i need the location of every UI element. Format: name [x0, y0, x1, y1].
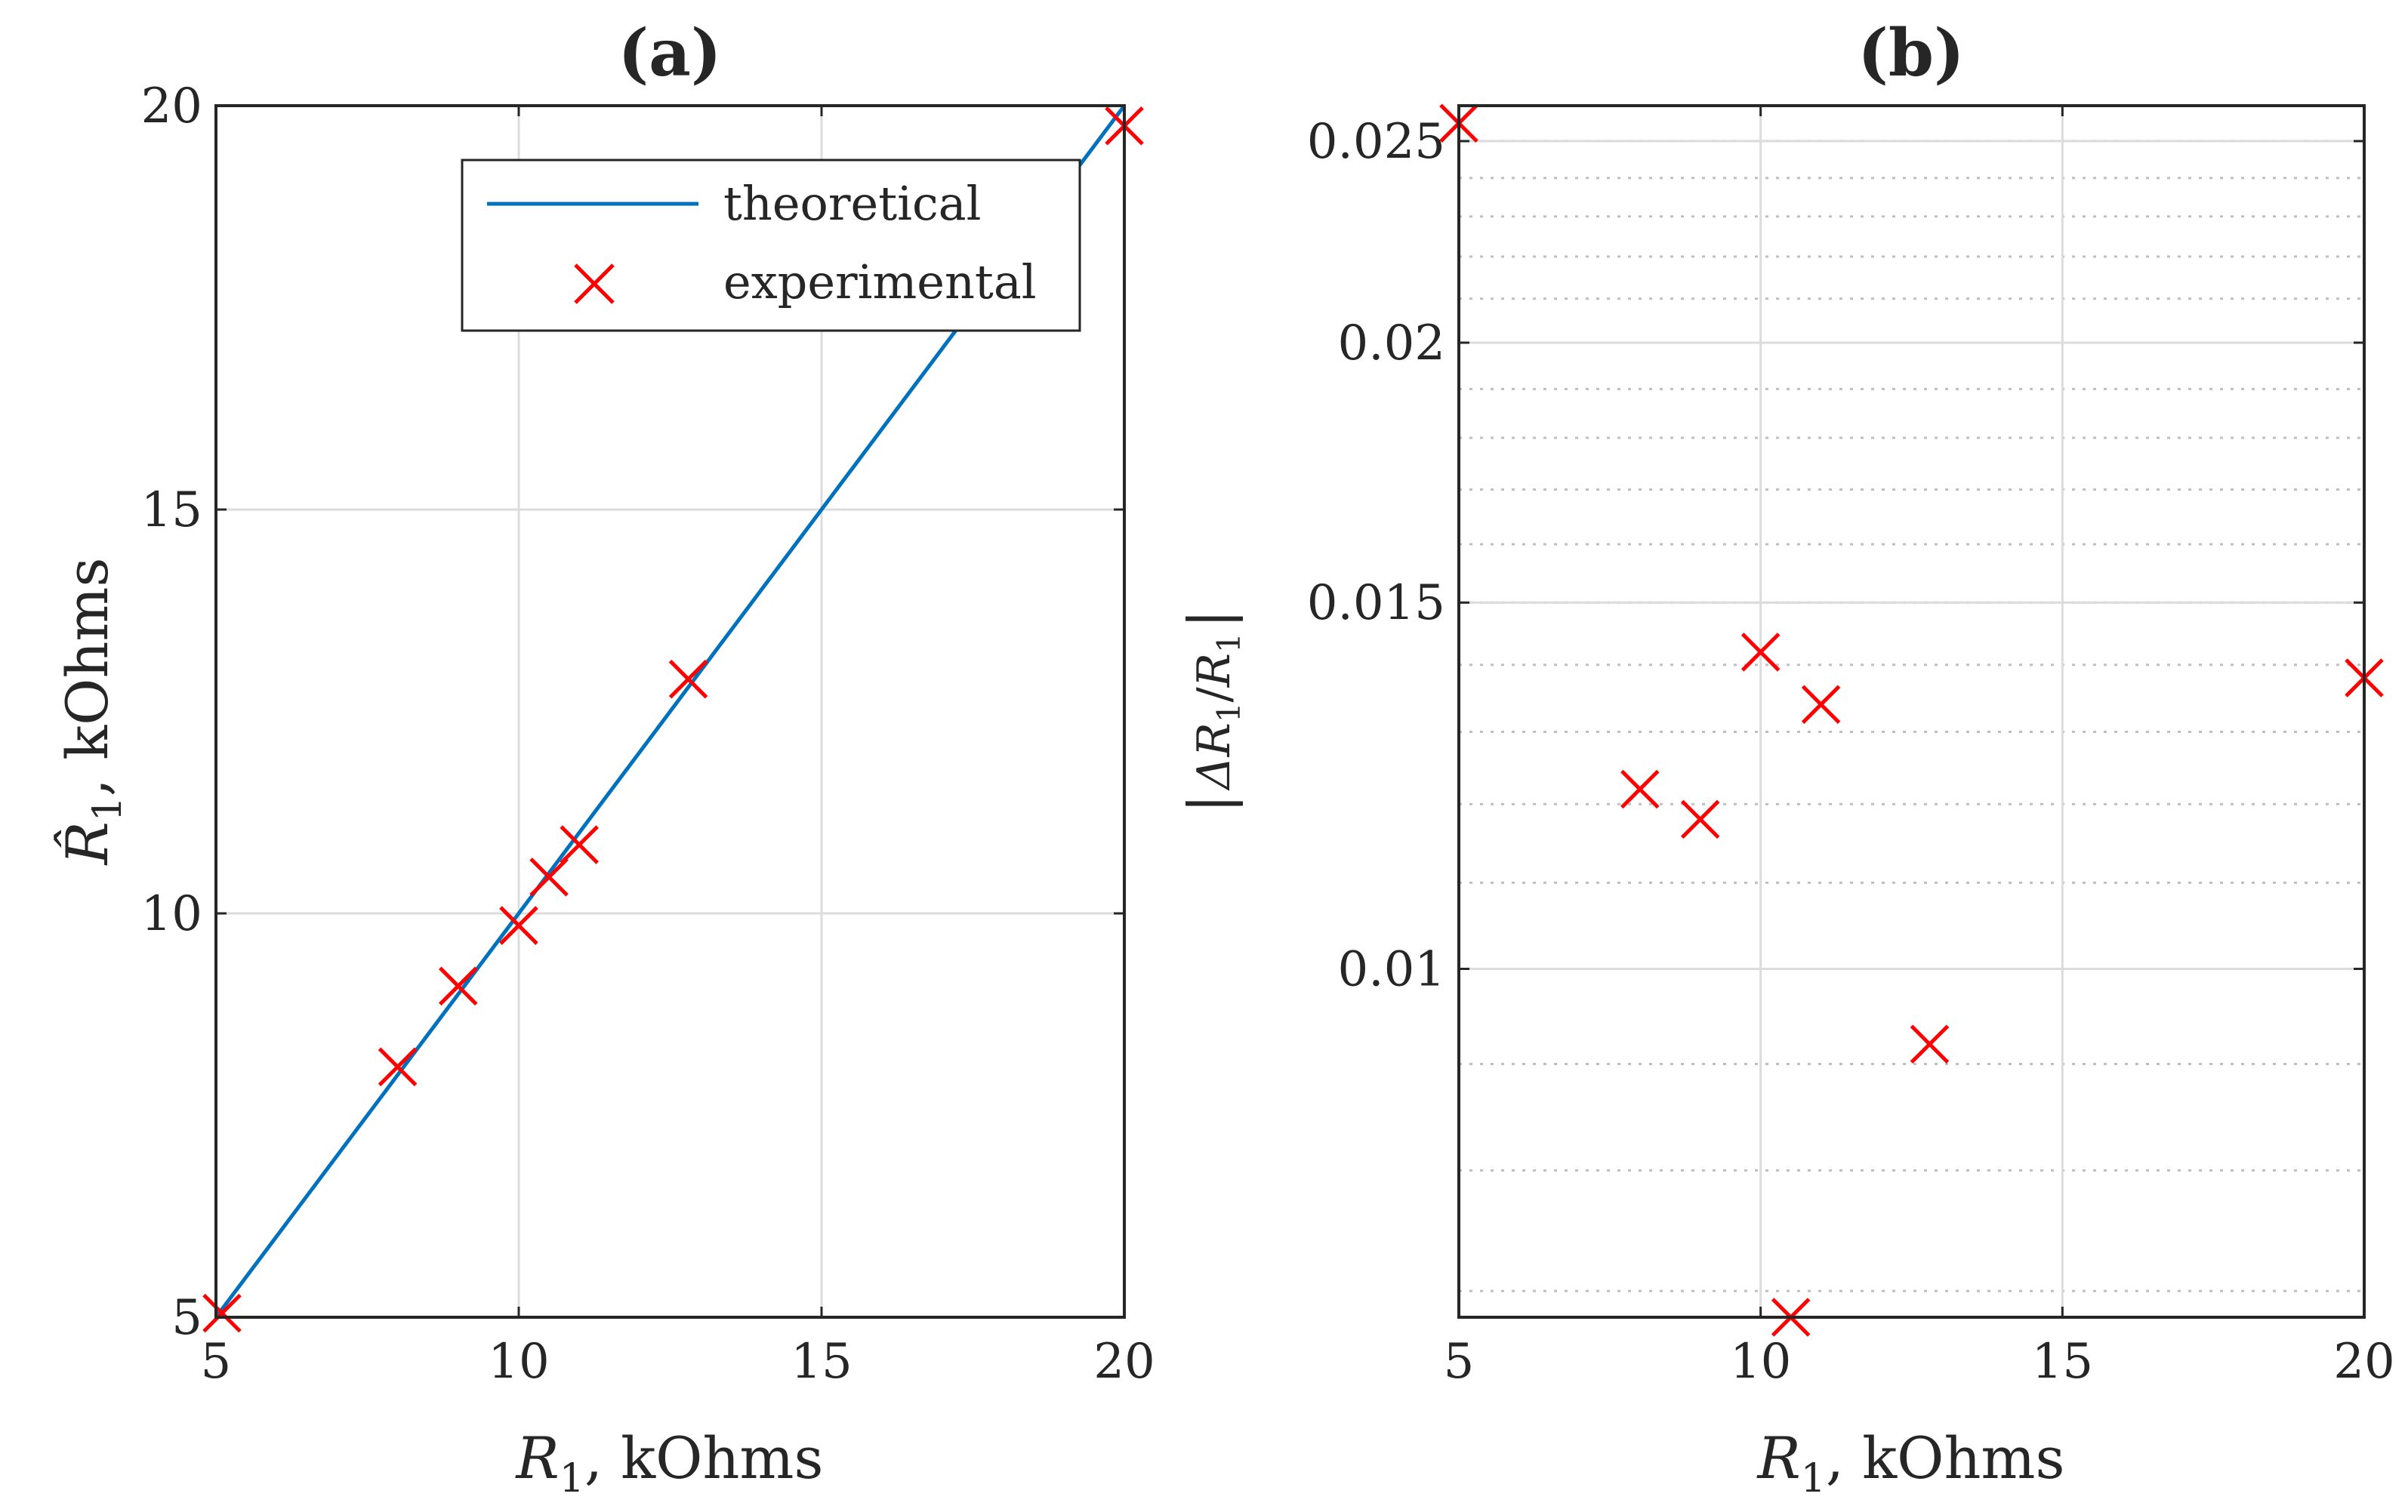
panel-b-xtick-label: 15: [2032, 1334, 2093, 1390]
panel-a-experimental-marker: [668, 659, 708, 699]
panel-a-ylabel: R̂1, kOhms: [54, 557, 131, 866]
panel-b-ticks: 5 10 15 20 0.01 0.015 0.02 0.025: [1307, 106, 2395, 1390]
panel-b-experimental-marker: [1740, 633, 1781, 672]
panel-a-title: (a): [618, 15, 721, 91]
panel-b-experimental-marker: [1680, 799, 1720, 839]
panel-b-series: [1439, 103, 2384, 1337]
panel-b-xtick-label: 20: [2333, 1334, 2394, 1390]
legend-experimental-swatch: [574, 263, 615, 304]
panel-b-experimental-marker: [1910, 1024, 1950, 1064]
panel-a-ytick-label: 5: [171, 1290, 202, 1346]
panel-b-ytick-label: 0.015: [1307, 575, 1445, 631]
panel-b-title: (b): [1858, 15, 1965, 91]
panel-a-axes-box: [214, 104, 1126, 1319]
panel-b-xlabel: R1, kOhms: [1756, 1424, 2064, 1501]
panel-a-experimental-marker: [560, 825, 599, 864]
legend: theoretical experimental: [461, 159, 1081, 332]
panel-a-xtick-label: 5: [201, 1334, 232, 1390]
panel-a-experimental-marker: [202, 1293, 242, 1333]
panel-a-experimental-marker: [499, 906, 538, 945]
panel-a-ticks: 5 10 15 20 5 10 15 20: [141, 79, 1155, 1390]
panel-a-experimental-marker: [378, 1047, 418, 1087]
panel-b-experimental-marker: [1801, 685, 1841, 724]
panel-b-ytick-label: 0.01: [1338, 941, 1446, 997]
panel-a-xlabel: R1, kOhms: [514, 1424, 823, 1501]
panel-b-axes-box: [1457, 104, 2366, 1319]
panel-b-xtick-label: 5: [1444, 1334, 1475, 1390]
panel-a-ytick-label: 15: [141, 482, 202, 538]
legend-experimental-label: experimental: [723, 254, 1037, 309]
legend-theoretical-label: theoretical: [723, 176, 981, 231]
panel-b-ytick-label: 0.025: [1307, 114, 1445, 170]
panel-b-xtick-label: 10: [1730, 1334, 1791, 1390]
panel-a-ytick-label: 10: [141, 886, 202, 942]
panel-a-xtick-label: 20: [1093, 1334, 1155, 1390]
panel-a-ytick-label: 20: [141, 79, 202, 134]
svg-text:|ΔR1/R1|: |ΔR1/R1|: [1176, 609, 1247, 814]
panel-b-grid: [1457, 104, 2366, 1317]
panel-a-xtick-label: 10: [488, 1334, 549, 1390]
panel-b-ylabel: |ΔR1/R1|: [1176, 609, 1247, 814]
panel-b-ytick-label: 0.02: [1338, 316, 1446, 371]
panel-a-experimental-marker: [529, 858, 569, 897]
panel-a-xtick-label: 15: [791, 1334, 852, 1390]
panel-a-experimental-marker: [439, 966, 478, 1006]
legend-box: [461, 159, 1081, 332]
panel-b-experimental-marker: [1620, 769, 1660, 809]
